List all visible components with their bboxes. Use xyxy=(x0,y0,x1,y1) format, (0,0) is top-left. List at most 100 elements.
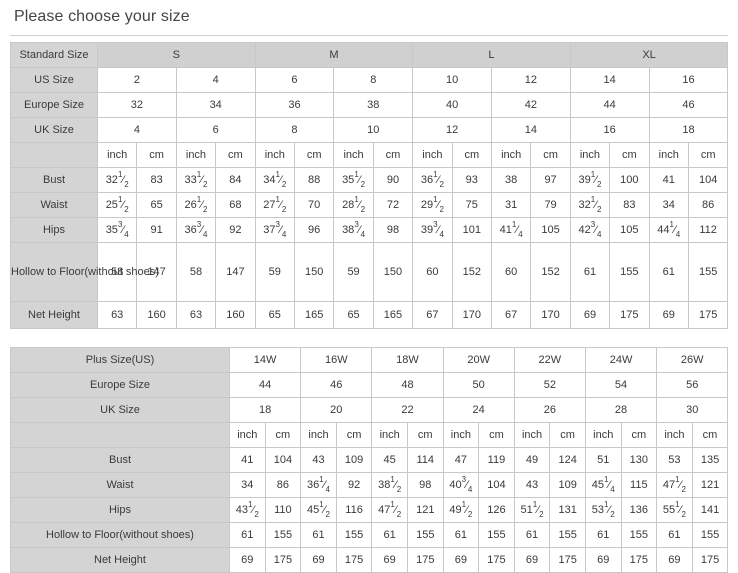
cell-plus-bust-inch-2: 45 xyxy=(371,447,408,473)
cell-plus-hollow-inch-5: 61 xyxy=(584,522,622,548)
cell-waist-cm-6: 83 xyxy=(609,192,650,218)
plus-unit-header-inch-5: inch xyxy=(584,422,622,448)
cell-hollow-cm-7: 155 xyxy=(687,242,729,302)
cell-plus-bust-cm-1: 109 xyxy=(335,447,373,473)
cell-hollow-inch-3: 59 xyxy=(333,242,374,302)
cell-uk-size-0: 4 xyxy=(97,117,177,143)
plus-unit-header-cm-5: cm xyxy=(620,422,658,448)
cell-plus-size-1: 16W xyxy=(300,347,373,373)
cell-plus-bust-cm-6: 135 xyxy=(691,447,729,473)
unit-header-inch-5: inch xyxy=(490,142,532,168)
cell-plus-waist-inch-5: 451⁄4 xyxy=(584,472,622,498)
cell-net-inch-4: 67 xyxy=(412,301,453,329)
cell-plus-hips-cm-5: 136 xyxy=(620,497,658,523)
cell-bust-cm-5: 97 xyxy=(530,167,571,193)
cell-plus-bust-cm-4: 124 xyxy=(549,447,586,473)
cell-hollow-cm-6: 155 xyxy=(609,242,650,302)
cell-plus-uk-5: 28 xyxy=(584,397,658,423)
table-row-hips: Hips 353⁄4 91 363⁄4 92 373⁄4 96 383⁄4 98… xyxy=(10,217,729,243)
cell-hips-inch-0: 353⁄4 xyxy=(96,217,138,243)
cell-plus-hollow-cm-0: 155 xyxy=(264,522,302,548)
cell-europe-size-0: 32 xyxy=(97,92,177,118)
cell-hollow-cm-4: 152 xyxy=(451,242,492,302)
cell-plus-waist-inch-2: 381⁄2 xyxy=(371,472,408,498)
table-row-plus-hollow-to-floor: Hollow to Floor(without shoes) 61 155 61… xyxy=(10,522,729,548)
cell-net-inch-0: 63 xyxy=(96,301,138,329)
unit-header-inch-4: inch xyxy=(412,142,453,168)
cell-plus-net-cm-5: 175 xyxy=(620,547,658,573)
cell-hips-inch-1: 363⁄4 xyxy=(175,217,217,243)
cell-plus-net-cm-3: 175 xyxy=(478,547,515,573)
cell-plus-waist-cm-2: 98 xyxy=(406,472,444,498)
cell-plus-waist-cm-0: 86 xyxy=(264,472,302,498)
table-row-plus-units: inch cm inch cm inch cm inch cm inch cm … xyxy=(10,422,729,448)
cell-plus-hips-cm-3: 126 xyxy=(478,497,515,523)
cell-plus-europe-4: 52 xyxy=(513,372,586,398)
row-label-plus-europe-size: Europe Size xyxy=(10,372,230,398)
cell-waist-inch-7: 34 xyxy=(648,192,689,218)
cell-plus-waist-inch-1: 361⁄4 xyxy=(300,472,337,498)
cell-hollow-inch-2: 59 xyxy=(254,242,295,302)
cell-plus-europe-5: 54 xyxy=(584,372,658,398)
cell-plus-uk-4: 26 xyxy=(513,397,586,423)
cell-europe-size-4: 40 xyxy=(412,92,492,118)
cell-bust-cm-7: 104 xyxy=(687,167,729,193)
cell-bust-inch-0: 321⁄2 xyxy=(96,167,138,193)
cell-plus-waist-cm-1: 92 xyxy=(335,472,373,498)
cell-net-cm-5: 170 xyxy=(530,301,571,329)
cell-plus-size-3: 20W xyxy=(442,347,515,373)
cell-net-cm-0: 160 xyxy=(136,301,177,329)
table-row-net-height: Net Height 63 160 63 160 65 165 65 165 6… xyxy=(10,301,729,329)
cell-plus-net-cm-2: 175 xyxy=(406,547,444,573)
table-row-plus-uk-size: UK Size 18 20 22 24 26 28 30 xyxy=(10,397,729,423)
cell-plus-bust-cm-0: 104 xyxy=(264,447,302,473)
table-row-units: inch cm inch cm inch cm inch cm inch cm … xyxy=(10,142,729,168)
row-label-plus-net-height: Net Height xyxy=(10,547,230,573)
table-row-plus-net-height: Net Height 69 175 69 175 69 175 69 175 6… xyxy=(10,547,729,573)
cell-plus-hollow-cm-4: 155 xyxy=(549,522,586,548)
plus-size-table-body: Plus Size(US) 14W 16W 18W 20W 22W 24W 26… xyxy=(10,347,729,573)
table-row-us-size: US Size 2 4 6 8 10 12 14 16 xyxy=(10,67,729,93)
row-label-plus-waist: Waist xyxy=(10,472,230,498)
cell-plus-net-cm-6: 175 xyxy=(691,547,729,573)
cell-hollow-inch-6: 61 xyxy=(569,242,611,302)
row-label-plus-uk-size: UK Size xyxy=(10,397,230,423)
unit-header-cm-5: cm xyxy=(530,142,571,168)
cell-net-cm-3: 165 xyxy=(372,301,414,329)
plus-unit-header-inch-1: inch xyxy=(300,422,337,448)
cell-bust-inch-7: 41 xyxy=(648,167,689,193)
plus-unit-header-cm-3: cm xyxy=(478,422,515,448)
plus-unit-header-inch-4: inch xyxy=(513,422,551,448)
cell-net-inch-5: 67 xyxy=(490,301,532,329)
group-header-m: M xyxy=(254,42,414,68)
plus-unit-header-cm-4: cm xyxy=(549,422,586,448)
plus-unit-header-cm-2: cm xyxy=(406,422,444,448)
cell-europe-size-5: 42 xyxy=(490,92,571,118)
cell-hips-inch-2: 373⁄4 xyxy=(254,217,295,243)
cell-plus-net-inch-3: 69 xyxy=(442,547,480,573)
cell-plus-hips-cm-1: 116 xyxy=(335,497,373,523)
unit-header-inch-1: inch xyxy=(175,142,217,168)
cell-plus-size-0: 14W xyxy=(228,347,302,373)
cell-plus-bust-inch-0: 41 xyxy=(229,447,266,473)
cell-uk-size-5: 14 xyxy=(490,117,571,143)
cell-plus-net-cm-4: 175 xyxy=(549,547,586,573)
cell-net-inch-6: 69 xyxy=(569,301,611,329)
cell-plus-waist-cm-4: 109 xyxy=(549,472,586,498)
cell-bust-inch-1: 331⁄2 xyxy=(175,167,217,193)
unit-header-cm-7: cm xyxy=(687,142,729,168)
cell-hollow-inch-4: 60 xyxy=(412,242,453,302)
cell-plus-hips-inch-4: 511⁄2 xyxy=(513,497,551,523)
row-label-units-blank xyxy=(10,142,98,168)
cell-waist-inch-6: 321⁄2 xyxy=(569,192,611,218)
cell-uk-size-1: 6 xyxy=(175,117,256,143)
cell-net-cm-6: 175 xyxy=(609,301,650,329)
row-label-net-height: Net Height xyxy=(10,301,98,329)
cell-net-cm-1: 160 xyxy=(215,301,256,329)
cell-waist-inch-5: 31 xyxy=(490,192,532,218)
cell-plus-waist-cm-5: 115 xyxy=(620,472,658,498)
cell-us-size-2: 6 xyxy=(254,67,335,93)
cell-bust-inch-4: 361⁄2 xyxy=(412,167,453,193)
cell-europe-size-2: 36 xyxy=(254,92,335,118)
cell-plus-net-inch-0: 69 xyxy=(229,547,266,573)
